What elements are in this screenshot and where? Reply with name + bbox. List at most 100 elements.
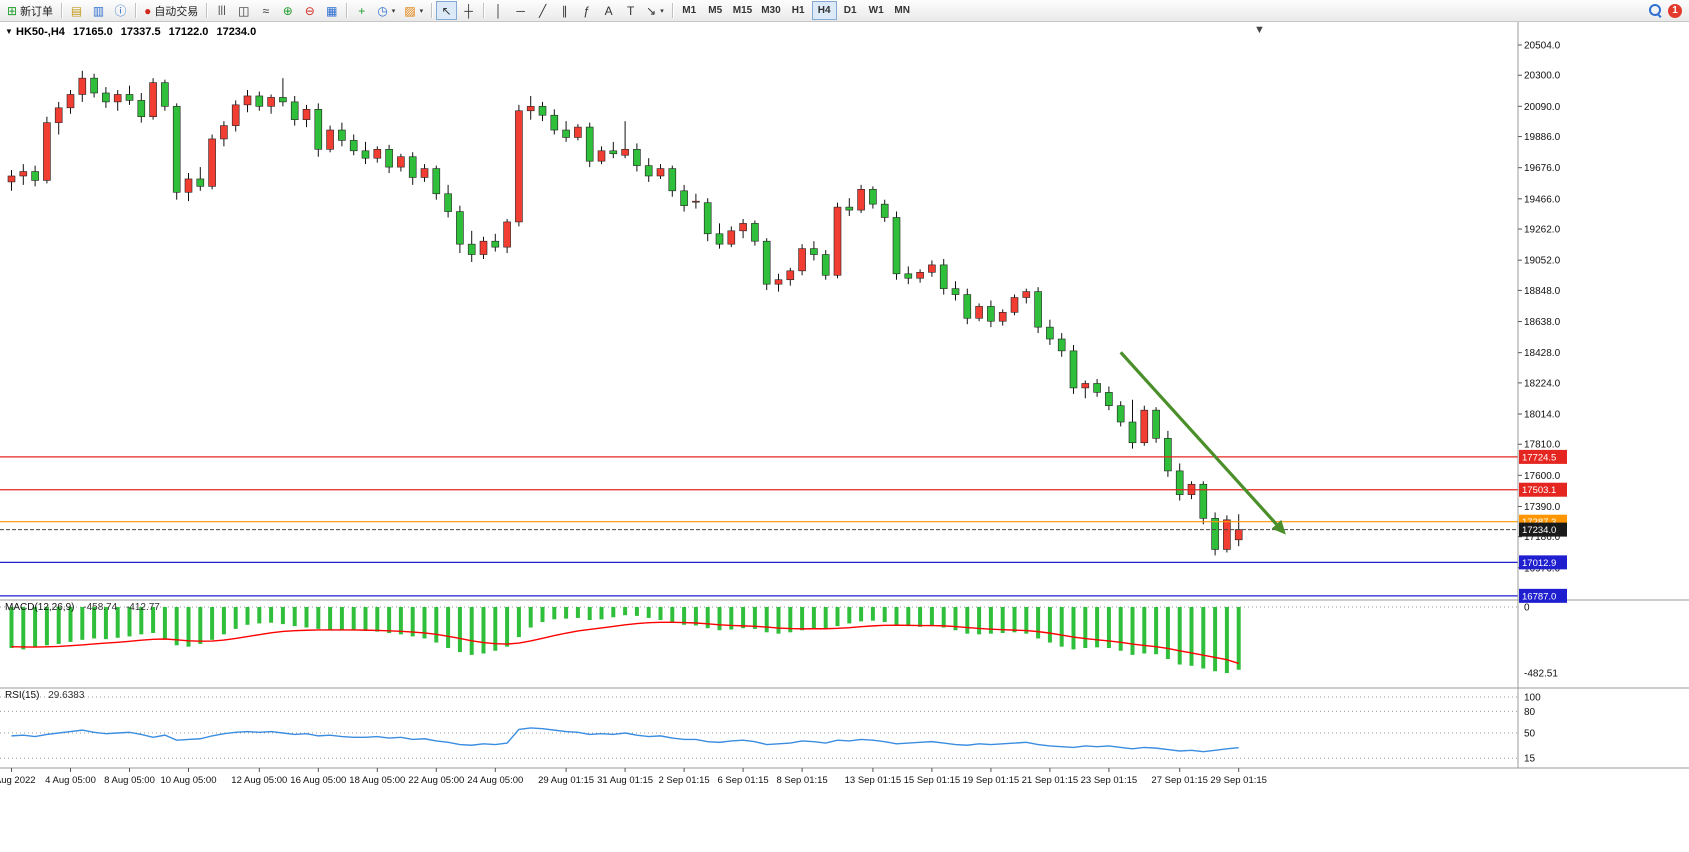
candle-body [1057, 338, 1066, 352]
cursor-icon: ↖ [441, 3, 452, 18]
rsi-axis-label: 50 [1524, 729, 1536, 740]
ohlc-close: 17234.0 [216, 26, 257, 38]
candle-body [314, 108, 323, 150]
symbol-period-label: HK50-,H4 [16, 26, 65, 38]
timeframe-m15-button[interactable]: M15 [729, 1, 756, 20]
time-tick-label: 24 Aug 05:00 [467, 775, 523, 786]
chart-canvas[interactable]: 20504.0 20300.0 20090.0 19886.0 19676.0 19466… [0, 22, 1689, 852]
time-tick-label: 23 Sep 01:15 [1081, 775, 1138, 786]
bar-chart-button[interactable]: ||| [211, 1, 232, 20]
trendline-button[interactable]: ╱ [532, 1, 553, 20]
candle-body [326, 129, 334, 150]
candle-body [267, 97, 275, 107]
candle-body [184, 178, 193, 193]
timeframe-h1-button[interactable]: H1 [786, 1, 811, 20]
zoom-in-button[interactable]: ⊕ [277, 1, 298, 20]
timeframe-w1-button[interactable]: W1 [864, 1, 889, 20]
trend-arrow-line[interactable] [1119, 351, 1278, 526]
candle-body [880, 203, 889, 218]
time-tick-label: 15 Sep 01:15 [904, 775, 961, 786]
notification-badge[interactable]: 1 [1668, 3, 1682, 18]
crosshair-button[interactable]: ┼ [458, 1, 479, 20]
indicators-button[interactable]: + [351, 1, 372, 20]
macd-name: MACD(12,26,9) [5, 602, 75, 613]
candle-body [845, 206, 854, 211]
timeframe-d1-button[interactable]: D1 [838, 1, 863, 20]
search-icon[interactable] [1648, 3, 1663, 18]
candle-body [869, 189, 877, 205]
candle-body [644, 165, 653, 177]
time-tick-label: 2 Sep 01:15 [658, 775, 709, 786]
candle-body [420, 168, 429, 178]
tile-windows-button[interactable]: ▦ [321, 1, 342, 20]
zoom-out-button[interactable]: ⊖ [299, 1, 320, 20]
candlestick-button[interactable]: ◫ [233, 1, 254, 20]
candle-body [373, 149, 382, 159]
timeframe-m30-button[interactable]: M30 [757, 1, 784, 20]
one-click-trading-arrow[interactable]: ▼ [5, 27, 13, 36]
navigator-button[interactable]: ⓘ [110, 1, 131, 20]
candle-body [963, 294, 972, 319]
horizontal-line-button[interactable]: ─ [510, 1, 531, 20]
time-tick-label: 8 Aug 05:00 [104, 775, 155, 786]
new-order-button[interactable]: ⊞ 新订单 [3, 1, 57, 20]
chevron-down-icon: ▾ [391, 7, 396, 15]
line-chart-icon: ≈ [262, 3, 270, 18]
macd-axis-zero-label: 0 [1524, 603, 1530, 614]
candle-body [1211, 518, 1219, 550]
ohlc-open: 17165.0 [72, 26, 113, 38]
candle-body [774, 279, 783, 285]
timeframe-m1-button[interactable]: M1 [677, 1, 702, 20]
text-button[interactable]: A [598, 1, 619, 20]
cursor-button[interactable]: ↖ [436, 1, 458, 20]
ohlc-high: 17337.5 [120, 26, 161, 38]
toolbar-separator [346, 3, 348, 18]
time-tick-label: 27 Sep 01:15 [1151, 775, 1208, 786]
autotrade-icon: ● [144, 3, 152, 18]
market-watch-button[interactable]: ▤ [66, 1, 87, 20]
candle-body [939, 264, 948, 289]
price-scale[interactable]: 20504.0 20300.0 20090.0 19886.0 19676.0 19466… [1518, 40, 1567, 603]
time-tick-label: 16 Aug 05:00 [290, 775, 346, 786]
autotrade-button[interactable]: ● 自动交易 [140, 1, 202, 20]
candle-body [349, 140, 358, 152]
rsi-line [11, 727, 1239, 753]
arrows-button[interactable]: ↘ ▾ [642, 1, 668, 20]
timeframe-mn-button[interactable]: MN [890, 1, 915, 20]
chart-shift-marker[interactable]: ▼ [1254, 24, 1265, 36]
chart-window[interactable]: 20504.0 20300.0 20090.0 19886.0 19676.0 19466… [0, 22, 1689, 852]
trend-arrow-head[interactable] [1271, 519, 1286, 535]
candle-body [833, 206, 842, 276]
price-tick-label: 18848.0 [1524, 286, 1561, 297]
timeframe-h4-button[interactable]: H4 [811, 1, 837, 20]
candle-body [597, 150, 606, 162]
horizontal-line-icon: ─ [516, 3, 525, 18]
toolbar-right-group: 1 [1648, 3, 1686, 18]
candles-layer [7, 70, 1243, 556]
line-chart-button[interactable]: ≈ [255, 1, 276, 20]
time-scale[interactable]: 2 Aug 2022 4 Aug 05:00 8 Aug 05:00 10 Aug 0… [0, 768, 1267, 786]
candle-body [279, 97, 287, 103]
new-order-label: 新订单 [20, 5, 54, 18]
templates-button[interactable]: ▨ ▾ [400, 1, 427, 20]
time-tick-label: 2 Aug 2022 [0, 775, 36, 786]
timeframe-m5-button[interactable]: M5 [703, 1, 728, 20]
zoom-out-icon: ⊖ [304, 3, 315, 18]
candle-body [585, 126, 594, 162]
vertical-line-button[interactable]: │ [488, 1, 509, 20]
price-tick-label: 17810.0 [1524, 440, 1561, 451]
data-window-button[interactable]: ▥ [88, 1, 109, 20]
periods-button[interactable]: ◷ ▾ [373, 1, 399, 20]
channel-button[interactable]: ∥ [554, 1, 575, 20]
candle-body [1223, 519, 1231, 550]
time-tick-label: 29 Sep 01:15 [1210, 775, 1267, 786]
text-label-button[interactable]: T [620, 1, 641, 20]
candle-body [928, 264, 936, 273]
price-tick-label: 18014.0 [1524, 410, 1561, 421]
fibonacci-button[interactable]: ƒ [576, 1, 597, 20]
rsi-name: RSI(15) [5, 690, 40, 701]
arrow-object-icon: ↘ [646, 3, 657, 18]
candle-body [538, 106, 547, 116]
candle-body [998, 312, 1007, 322]
